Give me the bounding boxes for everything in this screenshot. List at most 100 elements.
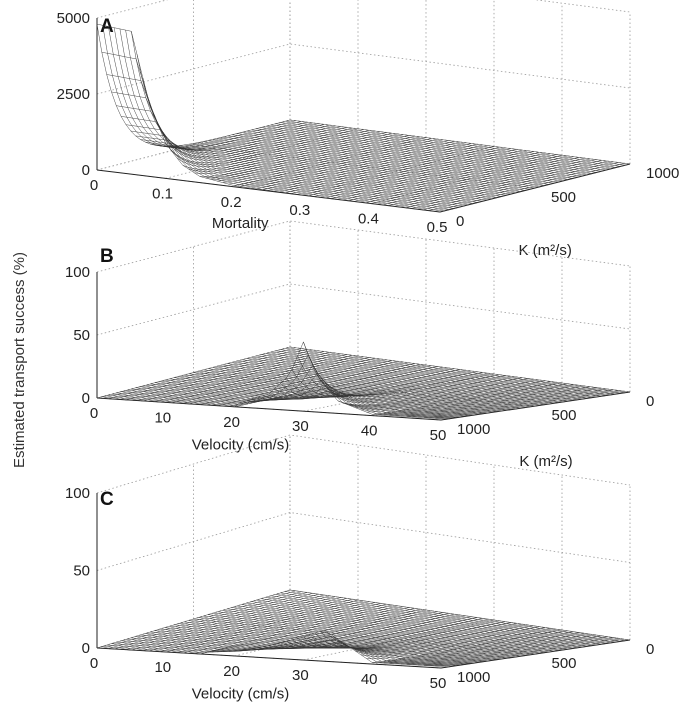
k-tick-label: 500 (552, 655, 577, 672)
mesh-line (102, 590, 296, 649)
grid-line (96, 512, 631, 571)
mesh-line (119, 593, 313, 650)
mesh-line (274, 369, 466, 399)
mesh-line (119, 28, 313, 150)
mesh-line (371, 154, 563, 204)
mesh-line (102, 347, 296, 399)
mesh-line (217, 362, 410, 406)
k-tick-label: 500 (551, 189, 576, 206)
mesh-line (182, 130, 376, 170)
surface-mesh (96, 589, 631, 667)
x-tick-label: 30 (292, 667, 309, 684)
mesh-line (406, 387, 597, 417)
grid-line (96, 43, 631, 95)
mesh-line (372, 629, 563, 663)
mesh-line (108, 348, 302, 399)
x-tick-label: 10 (154, 659, 171, 676)
grid-line (96, 0, 631, 19)
mesh-line (165, 599, 359, 653)
mesh-line (268, 369, 461, 400)
z-tick-label: 2500 (57, 86, 90, 103)
mesh-line (165, 128, 359, 163)
x-tick-label: 10 (154, 409, 171, 426)
mesh-line (131, 594, 325, 651)
mesh-line (439, 163, 631, 213)
mesh-line (297, 355, 489, 397)
mesh-line (211, 606, 404, 653)
mesh-line (440, 391, 631, 419)
mesh-line (171, 600, 364, 653)
mesh-line (302, 146, 495, 196)
x-tick-label: 0.5 (427, 219, 448, 236)
mesh-line (325, 149, 517, 199)
shared-y-axis-label: Estimated transport success (%) (11, 252, 28, 468)
x-tick-label: 20 (223, 414, 240, 431)
mesh-line (205, 605, 398, 653)
mesh-line (303, 619, 495, 649)
mesh-line (165, 355, 359, 403)
x-tick-label: 0.1 (152, 185, 173, 202)
mesh-line (343, 378, 534, 407)
mesh-line (205, 133, 398, 179)
x-tick-label: 0 (90, 177, 98, 194)
panel-letter: B (100, 246, 114, 267)
mesh-line (440, 639, 631, 667)
mesh-line (285, 143, 478, 193)
mesh-line (96, 346, 291, 399)
mesh-line (108, 591, 302, 649)
k-tick-label: 500 (552, 407, 577, 424)
mesh-line (142, 596, 336, 651)
mesh-line (337, 378, 529, 406)
x-tick-label: 40 (361, 671, 378, 688)
x-axis-label: Velocity (cm/s) (192, 436, 290, 453)
z-tick-label: 100 (65, 264, 90, 281)
mesh-line (245, 138, 438, 188)
mesh-line (388, 157, 580, 206)
grid-line (165, 128, 359, 179)
mesh-line (435, 390, 625, 419)
mesh-line (131, 31, 325, 151)
mesh-line (320, 375, 512, 401)
mesh-line (200, 360, 393, 405)
mesh-line (251, 139, 444, 189)
mesh-line (411, 160, 602, 209)
mesh-line (366, 628, 557, 659)
mesh-line (217, 607, 410, 653)
mesh-line (263, 613, 455, 650)
surface-mesh (96, 341, 631, 419)
mesh-line (303, 341, 495, 396)
mesh-line (125, 30, 319, 151)
k-axis-label: K (m²/s) (519, 453, 572, 470)
mesh-line (154, 354, 347, 402)
mesh-line (377, 383, 568, 415)
mesh-line (326, 376, 517, 402)
mesh-line (308, 620, 500, 649)
mesh-line (205, 361, 398, 406)
x-tick-label: 0.2 (221, 194, 242, 211)
x-tick-label: 50 (430, 427, 447, 444)
x-tick-label: 20 (223, 663, 240, 680)
mesh-line (211, 361, 404, 406)
k-tick-label: 1000 (457, 421, 490, 438)
z-tick-label: 0 (82, 640, 90, 657)
mesh-line (251, 366, 444, 401)
mesh-line (194, 132, 387, 174)
mesh-line (291, 144, 483, 194)
mesh-line (434, 163, 625, 212)
mesh-line (383, 384, 574, 416)
mesh-line (382, 156, 574, 206)
mesh-line (171, 356, 364, 404)
x-tick-label: 0.4 (358, 211, 379, 228)
mesh-line (240, 610, 432, 651)
mesh-line (223, 608, 415, 652)
mesh-line (125, 350, 319, 401)
grid-line (303, 619, 495, 661)
mesh-line (148, 100, 342, 157)
mesh-line (176, 130, 370, 167)
mesh-line (337, 150, 529, 200)
mesh-line (291, 618, 483, 649)
mesh-line (326, 623, 517, 650)
k-axis-label: K (m²/s) (519, 242, 572, 259)
mesh-line (228, 608, 421, 652)
